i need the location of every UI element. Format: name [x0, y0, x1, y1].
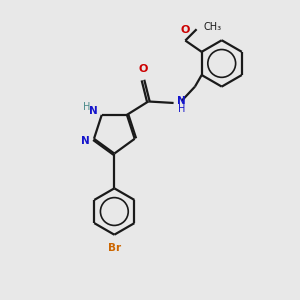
Text: N: N [89, 106, 98, 116]
Text: N: N [177, 97, 186, 106]
Text: O: O [180, 25, 189, 35]
Text: CH₃: CH₃ [203, 22, 221, 32]
Text: O: O [138, 64, 148, 74]
Text: H: H [82, 101, 90, 112]
Text: Br: Br [108, 243, 121, 253]
Text: N: N [81, 136, 90, 146]
Text: H: H [178, 104, 186, 114]
